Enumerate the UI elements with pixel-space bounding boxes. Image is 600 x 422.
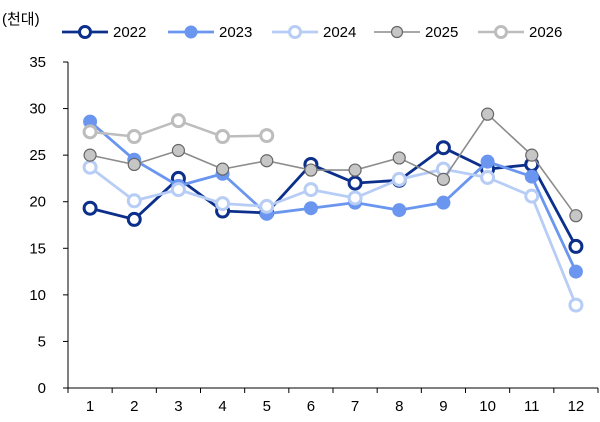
legend-item-2024: 2024 <box>272 24 356 41</box>
y-tick-label: 10 <box>29 287 46 304</box>
data-point <box>83 148 97 162</box>
data-point <box>170 113 186 129</box>
data-point <box>391 171 407 187</box>
data-point <box>215 196 231 212</box>
data-point <box>569 209 583 223</box>
legend-label: 2024 <box>323 24 356 41</box>
legend-label: 2026 <box>529 24 562 41</box>
y-tick-label: 35 <box>29 54 46 71</box>
data-point <box>392 203 407 218</box>
data-point <box>435 140 451 156</box>
y-tick-label: 25 <box>29 147 46 164</box>
x-tick-label: 8 <box>395 398 403 415</box>
data-point <box>480 107 495 121</box>
data-point <box>126 211 142 227</box>
data-point <box>82 124 98 140</box>
data-point <box>347 175 363 191</box>
y-tick-label: 20 <box>29 194 46 211</box>
data-point <box>304 163 318 177</box>
data-point <box>259 128 275 144</box>
x-tick-label: 7 <box>351 398 359 415</box>
data-point <box>480 169 496 185</box>
data-point <box>303 201 318 216</box>
x-tick-label: 4 <box>218 398 226 415</box>
legend-item-2022: 2022 <box>62 24 146 41</box>
y-tick-label: 0 <box>38 380 46 397</box>
data-point <box>170 182 186 198</box>
data-point <box>480 154 495 169</box>
data-point <box>215 129 231 145</box>
x-tick-label: 10 <box>479 398 496 415</box>
series-line-2022 <box>89 146 578 248</box>
legend-item-2026: 2026 <box>478 24 562 41</box>
y-tick-label: 30 <box>29 101 46 118</box>
legend-item-2025: 2025 <box>374 24 458 41</box>
data-point <box>524 188 540 204</box>
y-tick-label: 15 <box>29 240 46 257</box>
series-2026 <box>82 113 275 145</box>
x-tick-label: 5 <box>263 398 271 415</box>
data-point <box>568 264 583 279</box>
legend-label: 2023 <box>219 24 252 41</box>
data-point <box>303 182 319 198</box>
data-point <box>348 163 362 177</box>
data-point <box>259 198 275 214</box>
legend-swatch-marker <box>78 25 92 39</box>
data-point <box>347 190 363 206</box>
data-point <box>568 297 584 313</box>
legend: 2022 2023 2024 2025 2026 <box>62 24 562 41</box>
unit-label: (천대) <box>2 11 40 28</box>
legend-label: 2025 <box>425 24 458 41</box>
x-tick-label: 2 <box>130 398 138 415</box>
x-tick-label: 3 <box>174 398 182 415</box>
legend-item-2023: 2023 <box>168 24 252 41</box>
data-point <box>260 154 274 168</box>
series-lines <box>82 107 584 313</box>
x-tick-label: 6 <box>307 398 315 415</box>
data-point <box>568 238 584 254</box>
legend-swatch-marker <box>494 25 508 39</box>
data-point <box>392 151 406 165</box>
series-2022 <box>82 140 584 254</box>
data-point <box>436 195 451 210</box>
data-point <box>126 193 142 209</box>
x-tick-label: 9 <box>439 398 447 415</box>
legend-swatch-marker <box>390 25 404 39</box>
x-tick-label: 12 <box>568 398 585 415</box>
data-point <box>436 172 451 186</box>
x-tick-label: 11 <box>524 398 540 415</box>
data-point <box>82 159 98 175</box>
data-point <box>525 148 539 162</box>
x-tick-label: 1 <box>86 398 94 415</box>
data-point <box>215 162 230 176</box>
data-point <box>82 200 98 216</box>
y-tick-label: 5 <box>38 333 46 350</box>
series-line-2025 <box>89 113 577 217</box>
data-point <box>171 143 186 158</box>
series-2024 <box>82 159 584 313</box>
series-2025 <box>83 107 583 223</box>
data-point <box>524 169 539 184</box>
series-line-2024 <box>89 166 578 306</box>
data-point <box>126 129 142 145</box>
series-line-2023 <box>89 120 578 273</box>
data-point <box>127 157 141 172</box>
legend-swatch-marker <box>288 25 302 39</box>
legend-swatch-marker <box>184 25 198 39</box>
legend-label: 2022 <box>113 24 146 41</box>
